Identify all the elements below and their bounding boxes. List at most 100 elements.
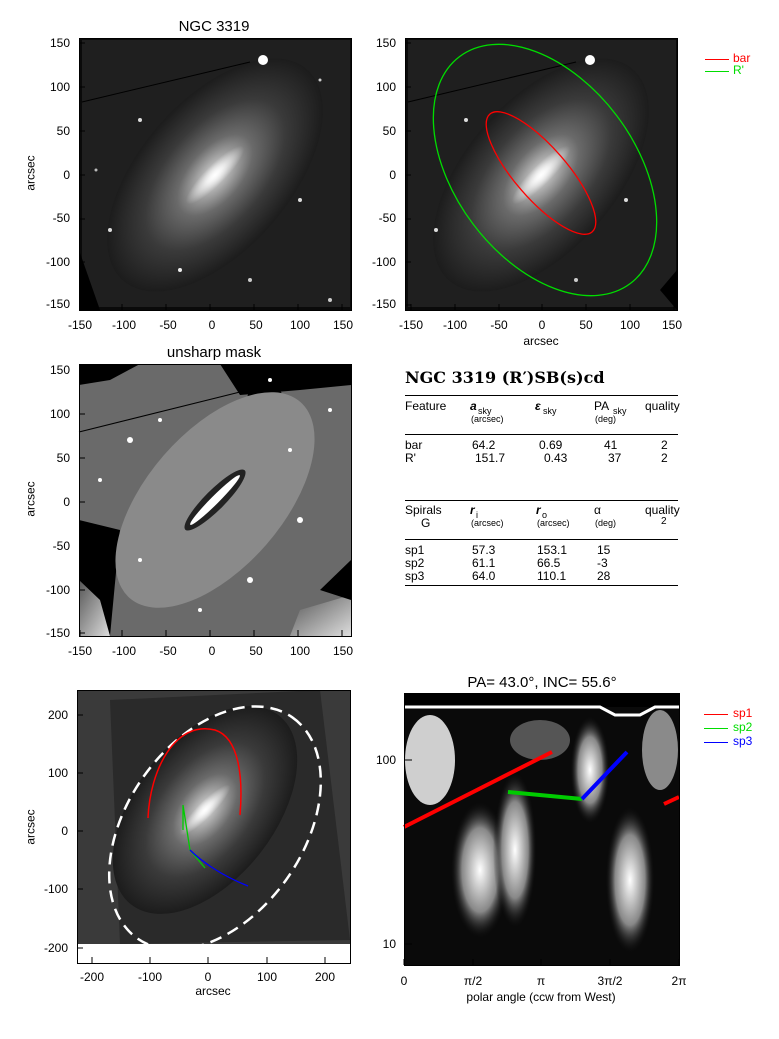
tick-label: 150 [49,36,70,50]
header-alpha: α [594,503,601,517]
tick-label: -100 [43,882,68,896]
header-asky: a [470,399,477,413]
panel5-image [77,690,350,963]
table-rule [405,500,678,501]
tick-label: 100 [49,407,70,421]
header-ri-sub: i [476,510,478,520]
disk-ellipse [107,705,323,951]
legend-label: sp3 [733,734,753,748]
axis-frames [77,38,680,966]
cell-a: 64.2 [472,438,496,452]
tick-label: -100 [111,318,137,332]
tick-label: 50 [382,124,396,138]
tick-label: 200 [314,970,336,984]
legend-label: sp1 [733,706,753,720]
tick-label: -100 [137,970,163,984]
cell-alpha: 28 [597,569,611,583]
cell-a: 151.7 [475,451,506,465]
tick-label: 0 [204,970,212,984]
header-ri-unit: (arcsec) [471,518,504,528]
tick-label: 150 [332,644,354,658]
cell-ri: 61.1 [472,556,496,570]
cell-ro: 153.1 [537,543,568,557]
tick-label: 100 [49,80,70,94]
cell-name: sp3 [405,569,425,583]
tick-label: 100 [375,80,396,94]
cell-ro: 66.5 [537,556,561,570]
tick-label: 0 [63,495,70,509]
panel6-xlabel: polar angle (ccw from West) [466,990,616,1004]
tick-label: 150 [375,36,396,50]
tick-label: 10 [382,937,396,951]
tick-label: -100 [45,583,70,597]
tick-label: -150 [67,644,93,658]
header-quality: quality [645,503,680,517]
legend-label: R' [733,63,744,77]
tick-label: 200 [47,708,68,722]
header-alpha-unit: (deg) [595,518,617,528]
tick-label: 3π/2 [597,974,623,988]
tick-label: 0 [389,168,396,182]
tick-marks [77,42,680,965]
header-quality: quality [645,399,680,413]
header-esky-sub: sky [543,406,557,416]
cell-name: R' [405,451,416,465]
cell-alpha: -3 [597,556,608,570]
tick-label: 150 [49,363,70,377]
header-esky: ε [535,399,541,413]
spiral-sp2-curve [182,804,206,869]
header-ro: r [536,503,541,517]
table-rule [405,539,678,540]
header-feature: Feature [405,399,447,413]
tick-label: 0 [400,974,408,988]
header-pasky: PA [594,399,610,413]
tick-label: 50 [249,644,263,658]
tick-label: -50 [378,211,396,225]
cell-name: bar [405,438,423,452]
tick-label: 100 [619,318,641,332]
tick-label: -150 [398,318,424,332]
panel2-xlabel: arcsec [523,334,559,348]
tick-label: 2π [671,974,687,988]
tick-label: 0 [208,644,216,658]
polar-sp3-line [580,750,629,801]
table-rule [405,585,678,586]
cell-alpha: 15 [597,543,611,557]
cell-ro: 110.1 [537,569,567,583]
tick-label: -50 [159,644,177,658]
polar-sp2-line [507,790,583,801]
panel1-image [79,38,351,310]
tick-label: -50 [52,211,70,225]
header-spirals-g: G [421,516,431,530]
tick-label: 150 [332,318,354,332]
tick-label: π/2 [463,974,483,988]
polar-sp1-wrap [663,795,680,806]
legend-label: sp2 [733,720,753,734]
tick-label: 100 [289,644,311,658]
cell-ri: 64.0 [472,569,496,583]
rprime-ellipse [432,43,658,297]
tick-label: 0 [61,824,68,838]
panel5-xlabel: arcsec [195,984,231,998]
tick-label: 50 [56,451,70,465]
header-ro-unit: (arcsec) [537,518,570,528]
panel3-image [78,364,351,636]
cell-pa: 41 [604,438,618,452]
tick-label: 50 [579,318,593,332]
tick-label: -200 [79,970,105,984]
legend-swatch [704,742,728,743]
spiral-sp3-curve [189,849,249,887]
tick-label: 0 [63,168,70,182]
cell-q: 2 [661,451,668,465]
tick-label: 100 [375,753,396,767]
tick-label: 50 [56,124,70,138]
tick-label: 100 [289,318,311,332]
tick-label: -100 [371,255,396,269]
tick-label: 0 [538,318,546,332]
panel6-image [403,693,680,965]
polar-sp1-line [403,750,553,829]
tick-label: -100 [111,644,137,658]
legend-swatch [705,71,729,72]
panel3-ylabel: arcsec [23,481,38,517]
